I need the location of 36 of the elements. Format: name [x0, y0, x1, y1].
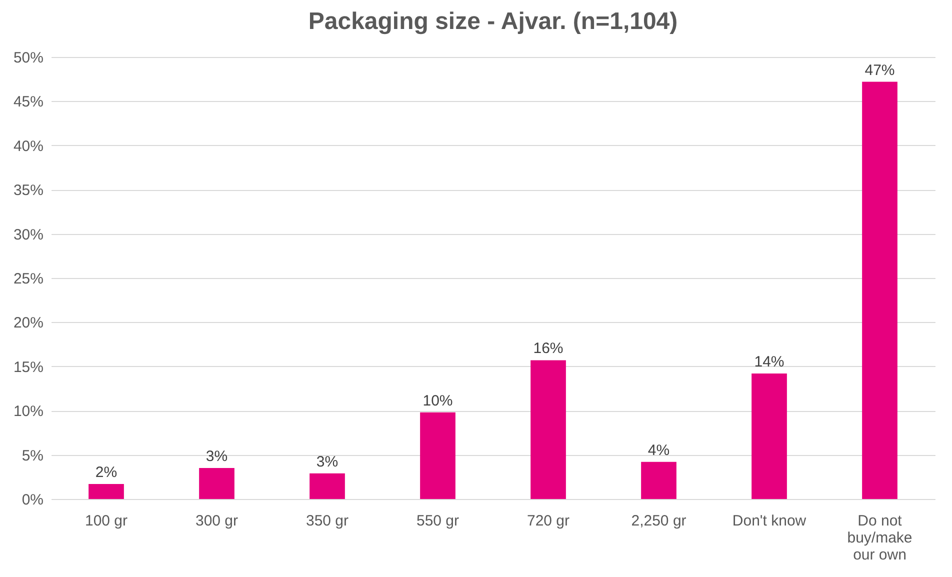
y-tick-label: 5%	[22, 447, 44, 464]
data-label: 14%	[754, 353, 784, 370]
y-tick-label: 35%	[13, 182, 44, 200]
bar	[530, 360, 566, 499]
data-label: 2%	[95, 464, 118, 481]
y-tick-label: 20%	[13, 314, 44, 332]
bar	[862, 82, 898, 499]
y-tick-label: 30%	[13, 226, 44, 244]
x-tick-label: 350 gr	[306, 512, 349, 530]
chart-title: Packaging size - Ajvar. (n=1,104)	[308, 8, 678, 35]
y-tick-label: 40%	[13, 138, 44, 155]
y-tick-label: 50%	[13, 50, 44, 66]
x-tick-label: 100 gr	[84, 512, 128, 530]
x-tick-label: 550 gr	[416, 512, 460, 530]
bar	[310, 473, 345, 499]
data-label: 3%	[316, 453, 338, 470]
x-tick-label: Don't know	[732, 512, 806, 530]
y-tick-label: 0%	[22, 492, 44, 508]
data-label: 10%	[422, 392, 453, 410]
y-tick-label: 15%	[13, 358, 44, 376]
x-tick-label: Do not buy/make our own	[847, 512, 912, 564]
data-label: 3%	[206, 448, 228, 466]
bar	[420, 412, 456, 499]
data-label: 4%	[648, 442, 670, 459]
bar	[752, 373, 787, 499]
bar	[88, 484, 124, 499]
y-tick-label: 25%	[13, 270, 44, 288]
x-tick-label: 300 gr	[195, 512, 238, 530]
data-label: 16%	[533, 340, 564, 358]
x-tick-label: 2,250 gr	[631, 512, 686, 530]
y-tick-label: 10%	[13, 403, 44, 420]
bar	[199, 468, 234, 499]
bar	[641, 462, 676, 499]
y-tick-label: 45%	[13, 94, 44, 111]
data-label: 47%	[864, 62, 895, 79]
x-tick-label: 720 gr	[526, 512, 570, 530]
